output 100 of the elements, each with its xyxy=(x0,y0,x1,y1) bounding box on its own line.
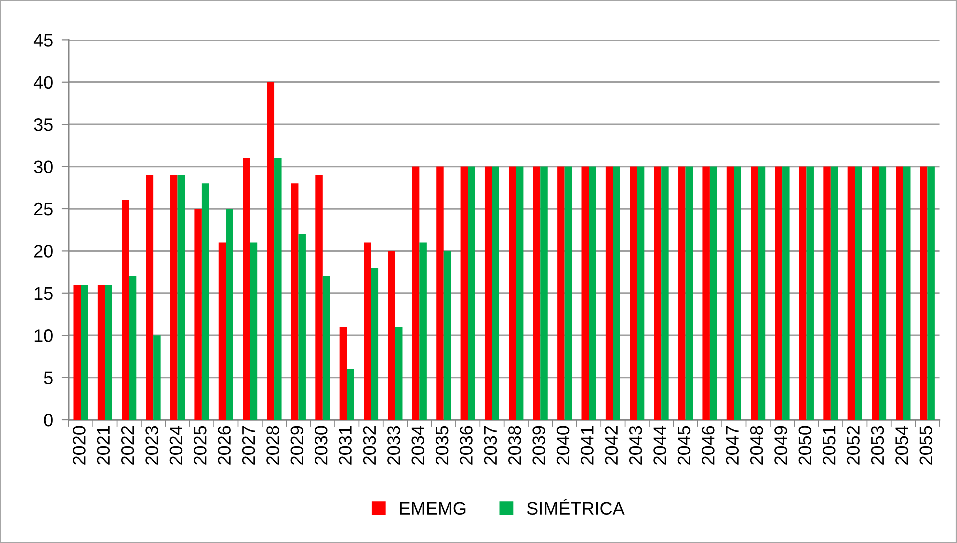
bar xyxy=(702,166,710,420)
bar xyxy=(492,166,500,420)
bar xyxy=(806,166,814,420)
y-tick-label: 15 xyxy=(34,288,53,300)
bar xyxy=(855,166,862,420)
bar xyxy=(824,166,831,420)
bar xyxy=(388,251,396,420)
y-tick-label: 10 xyxy=(34,330,53,342)
legend-label: EMEMG xyxy=(400,502,466,516)
bar xyxy=(758,166,766,420)
x-tick-label: 2036 xyxy=(460,426,473,465)
bar xyxy=(218,242,226,420)
x-tick-label: 2032 xyxy=(363,426,376,465)
bar xyxy=(533,166,541,420)
y-tick-label: 45 xyxy=(34,34,53,47)
bar xyxy=(154,336,161,420)
bar xyxy=(879,166,887,420)
x-tick-label: 2024 xyxy=(170,426,183,465)
x-tick-label: 2041 xyxy=(581,426,594,465)
y-tick-label: 25 xyxy=(34,202,53,216)
bar xyxy=(726,166,734,420)
bar xyxy=(799,166,807,420)
bar xyxy=(194,208,202,420)
bar xyxy=(509,166,516,420)
bar xyxy=(371,268,379,420)
bar xyxy=(81,284,88,420)
y-tick-label: 0 xyxy=(44,414,53,427)
x-tick-label: 2038 xyxy=(508,426,522,465)
bar xyxy=(920,166,928,420)
bar xyxy=(444,251,452,420)
x-tick-label: 2033 xyxy=(388,426,400,465)
x-tick-label: 2022 xyxy=(121,426,134,465)
x-tick-label: 2023 xyxy=(146,426,158,465)
bar xyxy=(460,166,468,420)
bar xyxy=(178,175,186,420)
bar xyxy=(170,175,178,420)
x-tick-label: 2050 xyxy=(798,426,812,465)
y-tick-label: 35 xyxy=(34,118,53,132)
y-tick-label: 40 xyxy=(34,76,53,90)
x-tick-label: 2030 xyxy=(314,426,328,465)
bar xyxy=(564,166,572,420)
bar xyxy=(582,166,590,420)
x-tick-label: 2054 xyxy=(896,426,908,465)
x-tick-label: 2031 xyxy=(339,426,352,465)
bar xyxy=(468,166,476,420)
bar xyxy=(710,166,718,420)
x-tick-label: 2034 xyxy=(412,426,425,465)
bar xyxy=(589,166,596,420)
bar xyxy=(316,175,323,420)
x-tick-label: 2039 xyxy=(532,426,546,465)
bar xyxy=(540,166,548,420)
y-tick-label: 5 xyxy=(44,372,53,385)
y-tick-label: 20 xyxy=(34,245,53,258)
bar xyxy=(516,166,524,420)
x-tick-label: 2040 xyxy=(556,426,570,465)
bar xyxy=(928,166,935,420)
bar xyxy=(613,166,620,420)
bar xyxy=(420,242,427,420)
bar xyxy=(267,82,275,420)
bar xyxy=(606,166,614,420)
bar xyxy=(848,166,856,420)
x-tick-label: 2027 xyxy=(242,426,256,465)
bar xyxy=(686,166,694,420)
x-tick-label: 2025 xyxy=(194,426,207,465)
bar xyxy=(298,234,306,420)
bar xyxy=(226,208,234,420)
x-tick-label: 2045 xyxy=(678,426,691,465)
bar xyxy=(364,242,372,420)
bar xyxy=(678,166,686,420)
bar xyxy=(436,166,444,420)
bar xyxy=(340,327,348,420)
x-tick-label: 2048 xyxy=(750,426,764,465)
bar xyxy=(637,166,645,420)
bar xyxy=(654,166,662,420)
x-tick-label: 2053 xyxy=(871,426,884,465)
bar xyxy=(129,276,137,420)
bar xyxy=(395,327,403,420)
x-tick-label: 2020 xyxy=(73,426,86,465)
bar xyxy=(751,166,758,420)
bar xyxy=(896,166,904,420)
bar xyxy=(98,284,106,420)
x-tick-label: 2055 xyxy=(920,426,933,465)
x-tick-label: 2026 xyxy=(218,426,231,465)
bar xyxy=(202,184,210,420)
y-tick-label: 30 xyxy=(34,160,53,174)
bar xyxy=(662,166,669,420)
bar xyxy=(105,284,112,420)
bar xyxy=(243,158,250,420)
bar xyxy=(782,166,790,420)
x-tick-label: 2043 xyxy=(629,426,642,465)
bar xyxy=(291,184,299,420)
bar xyxy=(630,166,638,420)
bar xyxy=(146,175,154,420)
bar xyxy=(830,166,838,420)
x-tick-label: 2037 xyxy=(484,426,498,465)
bar xyxy=(274,158,282,420)
x-tick-label: 2047 xyxy=(726,426,739,465)
bar xyxy=(122,200,130,420)
bar xyxy=(347,369,354,420)
bar xyxy=(250,242,258,420)
